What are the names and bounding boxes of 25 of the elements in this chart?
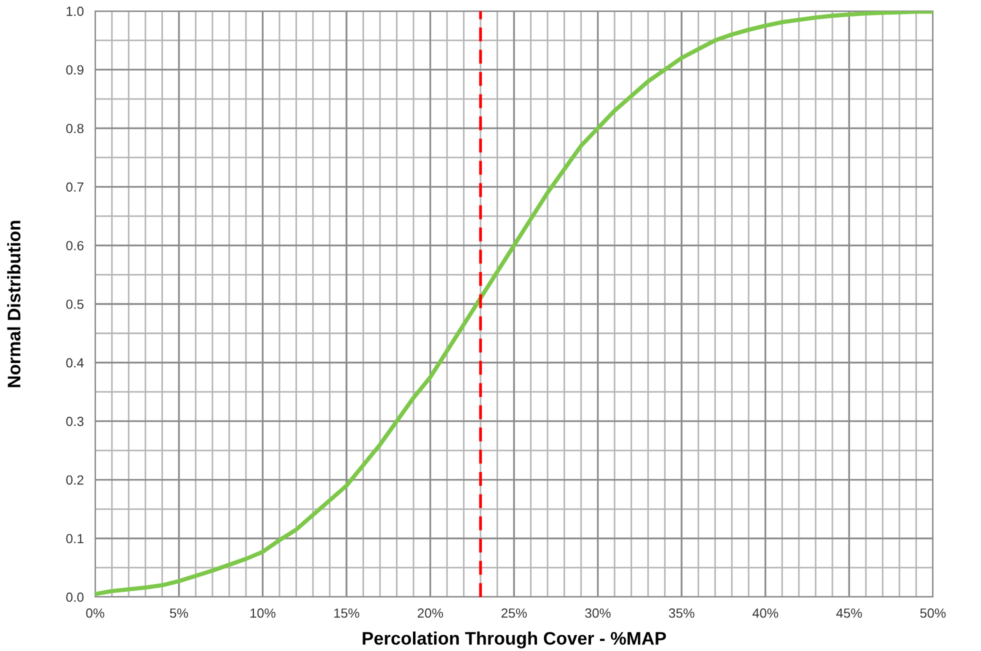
- x-tick-label: 25%: [502, 608, 527, 618]
- x-tick-label: 30%: [585, 608, 611, 618]
- x-tick-label: 40%: [752, 608, 778, 618]
- y-tick-label: 0.6: [66, 240, 84, 250]
- x-axis-title: Percolation Through Cover - %MAP: [362, 631, 666, 648]
- y-tick-label: 0.0: [66, 592, 84, 602]
- x-tick-label: 45%: [836, 608, 862, 618]
- y-tick-label: 0.3: [66, 416, 84, 426]
- y-tick-label: 0.9: [66, 65, 84, 75]
- y-tick-label: 0.1: [66, 534, 84, 544]
- x-tick-label: 20%: [418, 608, 443, 618]
- x-tick-label: 15%: [334, 608, 360, 618]
- y-tick-label: 1.0: [66, 6, 84, 16]
- y-axis-title: Normal Distribution: [7, 220, 20, 388]
- x-tick-label: 10%: [250, 608, 276, 618]
- x-tick-label: 5%: [170, 608, 188, 618]
- y-tick-label: 0.8: [66, 124, 84, 134]
- y-tick-label: 0.2: [66, 475, 84, 485]
- y-tick-label: 0.7: [66, 182, 84, 192]
- line-series: [95, 11, 933, 596]
- y-tick-label: 0.5: [66, 300, 84, 309]
- x-tick-label: 0%: [86, 608, 104, 618]
- x-tick-label: 50%: [920, 608, 946, 618]
- y-tick-label: 0.4: [66, 358, 84, 368]
- x-tick-label: 35%: [668, 608, 694, 618]
